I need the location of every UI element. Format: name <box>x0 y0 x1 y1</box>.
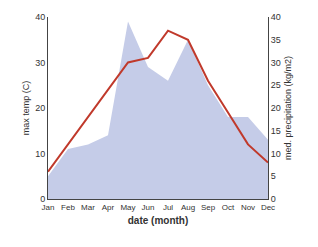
svg-text:Jun: Jun <box>142 203 155 212</box>
svg-text:Oct: Oct <box>222 203 235 212</box>
svg-text:30: 30 <box>35 58 45 68</box>
svg-text:Dec: Dec <box>261 203 275 212</box>
svg-text:10: 10 <box>35 149 45 159</box>
svg-text:40: 40 <box>271 12 281 22</box>
svg-text:Mar: Mar <box>81 203 95 212</box>
svg-text:15: 15 <box>271 126 281 136</box>
svg-text:Aug: Aug <box>181 203 195 212</box>
svg-text:Feb: Feb <box>61 203 75 212</box>
svg-text:20: 20 <box>271 103 281 113</box>
svg-text:Apr: Apr <box>102 203 115 212</box>
svg-text:date (month): date (month) <box>128 215 189 226</box>
svg-text:40: 40 <box>35 12 45 22</box>
svg-text:May: May <box>120 203 135 212</box>
svg-text:0: 0 <box>271 194 276 204</box>
svg-text:max temp (C): max temp (C) <box>21 81 31 136</box>
svg-text:25: 25 <box>271 80 281 90</box>
svg-text:Jul: Jul <box>163 203 173 212</box>
svg-text:35: 35 <box>271 35 281 45</box>
svg-text:Jan: Jan <box>42 203 55 212</box>
svg-text:0: 0 <box>40 194 45 204</box>
svg-text:5: 5 <box>271 171 276 181</box>
svg-text:30: 30 <box>271 58 281 68</box>
svg-text:Nov: Nov <box>241 203 255 212</box>
svg-text:20: 20 <box>35 103 45 113</box>
svg-text:10: 10 <box>271 149 281 159</box>
svg-text:med. precipitation (kg/m2): med. precipitation (kg/m2) <box>283 56 293 160</box>
svg-text:Sep: Sep <box>201 203 216 212</box>
